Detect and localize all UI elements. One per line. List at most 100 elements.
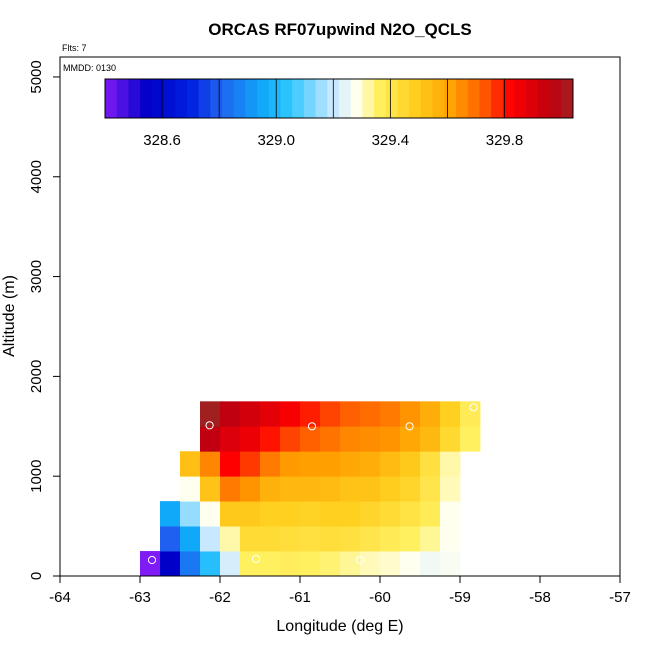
- y-tick-label: 5000: [28, 60, 45, 93]
- heatmap-cell: [200, 526, 221, 552]
- heatmap-cell: [160, 526, 181, 552]
- colorbar-segment: [140, 79, 153, 118]
- heatmap-cell: [320, 426, 341, 452]
- colorbar-segment: [233, 79, 246, 118]
- colorbar-segment: [514, 79, 527, 118]
- heatmap-cell: [240, 526, 261, 552]
- heatmap-cell: [220, 551, 241, 577]
- colorbar-segment: [303, 79, 317, 118]
- colorbar-segment: [385, 79, 398, 118]
- heatmap-cell: [220, 426, 241, 452]
- colorbar-segment: [420, 79, 434, 118]
- heatmap-cell: [280, 476, 301, 502]
- heatmap-cell: [260, 451, 281, 477]
- heatmap-cell: [340, 426, 361, 452]
- heatmap-cell: [460, 401, 481, 427]
- heatmap-cell: [360, 501, 381, 527]
- heatmap-cell: [420, 551, 441, 577]
- x-tick-label: -61: [289, 589, 311, 606]
- colorbar-segment: [163, 79, 176, 118]
- heatmap-cell: [420, 401, 441, 427]
- heatmap-cell: [220, 401, 241, 427]
- colorbar-segment: [116, 79, 129, 118]
- heatmap-cell: [260, 526, 281, 552]
- y-tick-label: 3000: [28, 260, 45, 293]
- heatmap-cell: [320, 526, 341, 552]
- heatmap-cell: [380, 451, 401, 477]
- heatmap-cell: [220, 501, 241, 527]
- heatmap-cell: [160, 551, 181, 577]
- x-tick-label: -57: [609, 589, 631, 606]
- heatmap-cell: [360, 551, 381, 577]
- heatmap-cell: [420, 526, 441, 552]
- heatmap-cell: [340, 526, 361, 552]
- heatmap-cell: [320, 476, 341, 502]
- colorbar-segment: [268, 79, 281, 118]
- heatmap-cell: [240, 476, 261, 502]
- heatmap-cell: [380, 551, 401, 577]
- y-tick-label: 0: [28, 572, 45, 580]
- heatmap-cell: [320, 401, 341, 427]
- colorbar-segment: [432, 79, 445, 118]
- heatmap-cell: [340, 501, 361, 527]
- y-axis-label: Altitude (m): [1, 275, 18, 357]
- heatmap-cell: [180, 501, 201, 527]
- heatmap-cell: [280, 551, 301, 577]
- colorbar-segment: [292, 79, 305, 118]
- flights-annotation: Flts: 7: [62, 43, 87, 53]
- colorbar-segment: [561, 79, 574, 118]
- heatmap-cell: [260, 401, 281, 427]
- heatmap-cell: [240, 551, 261, 577]
- colorbar-segment: [362, 79, 375, 118]
- heatmap-cell: [380, 476, 401, 502]
- heatmap-cell: [280, 426, 301, 452]
- heatmap-cell: [400, 401, 421, 427]
- heatmap-cell: [260, 501, 281, 527]
- colorbar-segment: [467, 79, 480, 118]
- heatmap-cell: [280, 501, 301, 527]
- heatmap-cell: [200, 401, 221, 427]
- heatmap-cell: [180, 451, 201, 477]
- heatmap-cell: [440, 451, 461, 477]
- heatmap-cell: [360, 476, 381, 502]
- colorbar-segment: [397, 79, 410, 118]
- colorbar-segment: [257, 79, 270, 118]
- heatmap-cell: [340, 476, 361, 502]
- heatmap-cell: [280, 526, 301, 552]
- sample-point: [205, 421, 214, 430]
- heatmap-cell: [380, 401, 401, 427]
- sample-point: [307, 422, 317, 431]
- x-axis: -64 -63 -62 -61 -60 -59 -58 -57: [49, 576, 631, 606]
- colorbar-segment: [105, 79, 118, 118]
- heatmap-cell: [240, 401, 261, 427]
- heatmap-cell: [200, 501, 221, 527]
- heatmap-cell: [280, 451, 301, 477]
- heatmap-cell: [380, 501, 401, 527]
- heatmap-cell: [400, 526, 421, 552]
- heatmap-cell: [260, 426, 281, 452]
- colorbar-segment: [491, 79, 504, 118]
- colorbar-segment: [128, 79, 141, 118]
- heatmap-cell: [300, 501, 321, 527]
- colorbar-segment: [444, 79, 457, 118]
- colorbar: 328.6 329.0 329.4 329.8: [104, 78, 574, 149]
- heatmap-cell: [240, 451, 261, 477]
- heatmap-cell: [260, 551, 281, 577]
- colorbar-segment: [479, 79, 492, 118]
- colorbar-segment: [186, 79, 200, 118]
- heatmap-cell: [380, 526, 401, 552]
- heatmap-cell: [440, 526, 461, 552]
- date-annotation: MMDD: 0130: [63, 63, 116, 73]
- x-tick-label: -63: [129, 589, 151, 606]
- heatmap-cell: [320, 451, 341, 477]
- heatmap-cell: [180, 551, 201, 577]
- x-tick-label: -59: [449, 589, 471, 606]
- heatmap-cell: [320, 551, 341, 577]
- heatmap-cell: [320, 501, 341, 527]
- heatmap-cell: [440, 426, 461, 452]
- heatmap-cell: [440, 501, 461, 527]
- colorbar-segment: [198, 79, 211, 118]
- colorbar-segment: [456, 79, 469, 118]
- sample-point: [405, 422, 414, 431]
